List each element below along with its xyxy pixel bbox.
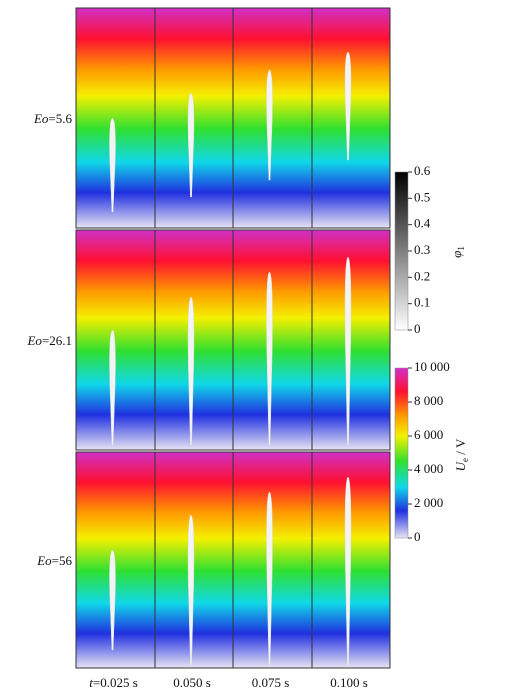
bubble	[266, 69, 273, 181]
panel	[232, 7, 313, 229]
row-symbol: Eo	[33, 111, 49, 126]
bubble	[344, 256, 352, 446]
colorbar-subscript: e	[460, 458, 470, 462]
column-value: 0.050 s	[173, 675, 211, 690]
colorbar-title: Ue / V	[453, 438, 470, 471]
panel	[75, 229, 156, 451]
colorbar-tick-label: 4 000	[414, 461, 443, 476]
bubble	[344, 476, 352, 666]
colorbar-tick-label: 2 000	[414, 495, 443, 510]
colorbar-tick-label: 0.5	[414, 189, 430, 204]
panel	[311, 451, 391, 669]
bubble	[187, 92, 195, 198]
colorbar-tick-label: 10 000	[414, 359, 450, 374]
bubble	[109, 117, 116, 213]
panel	[311, 229, 391, 451]
bubble	[109, 329, 116, 446]
colorbar-tick-label: 0.6	[414, 163, 431, 178]
panel	[75, 7, 156, 229]
colorbar-symbol: φ	[449, 251, 464, 258]
row-value: =26.1	[42, 333, 72, 348]
colorbar-tick-label: 0.3	[414, 242, 430, 257]
row-label: Eo=56	[36, 553, 72, 568]
colorbar-subscript: 1	[456, 246, 466, 251]
column-value: 0.100 s	[330, 675, 368, 690]
bubble	[266, 271, 273, 446]
colorbar-tick-label: 6 000	[414, 427, 443, 442]
colorbar-title: φ1	[449, 246, 466, 258]
column-label: 0.100 s	[330, 675, 368, 690]
colorbar-tick-label: 0.1	[414, 295, 430, 310]
colorbar-voltage	[394, 367, 409, 539]
bubble	[187, 514, 195, 666]
panel	[75, 451, 156, 669]
bubble	[109, 549, 116, 651]
colorbar-tick-label: 8 000	[414, 393, 443, 408]
column-label: 0.050 s	[173, 675, 211, 690]
bubble	[344, 51, 352, 161]
bubble	[187, 296, 195, 446]
colorbar-tick-label: 0.2	[414, 268, 430, 283]
colorbar-tick-label: 0.4	[414, 216, 431, 231]
column-label: 0.075 s	[252, 675, 290, 690]
row-label: Eo=5.6	[33, 111, 73, 126]
colorbar-unit: / V	[453, 438, 468, 458]
row-label: Eo=26.1	[26, 333, 72, 348]
row-symbol: Eo	[26, 333, 42, 348]
row-value: =5.6	[48, 111, 72, 126]
column-label: t=0.025 s	[89, 675, 138, 690]
panel	[311, 7, 391, 229]
column-value: =0.025 s	[93, 675, 138, 690]
colorbar-symbol: U	[453, 460, 468, 471]
colorbar-phase	[394, 171, 409, 331]
row-value: =56	[52, 553, 73, 568]
bubble	[266, 491, 273, 666]
column-value: 0.075 s	[252, 675, 290, 690]
column-symbol: t	[89, 675, 93, 690]
row-symbol: Eo	[36, 553, 52, 568]
colorbar-tick-label: 0	[414, 529, 421, 544]
colorbar-tick-label: 0	[414, 321, 421, 336]
